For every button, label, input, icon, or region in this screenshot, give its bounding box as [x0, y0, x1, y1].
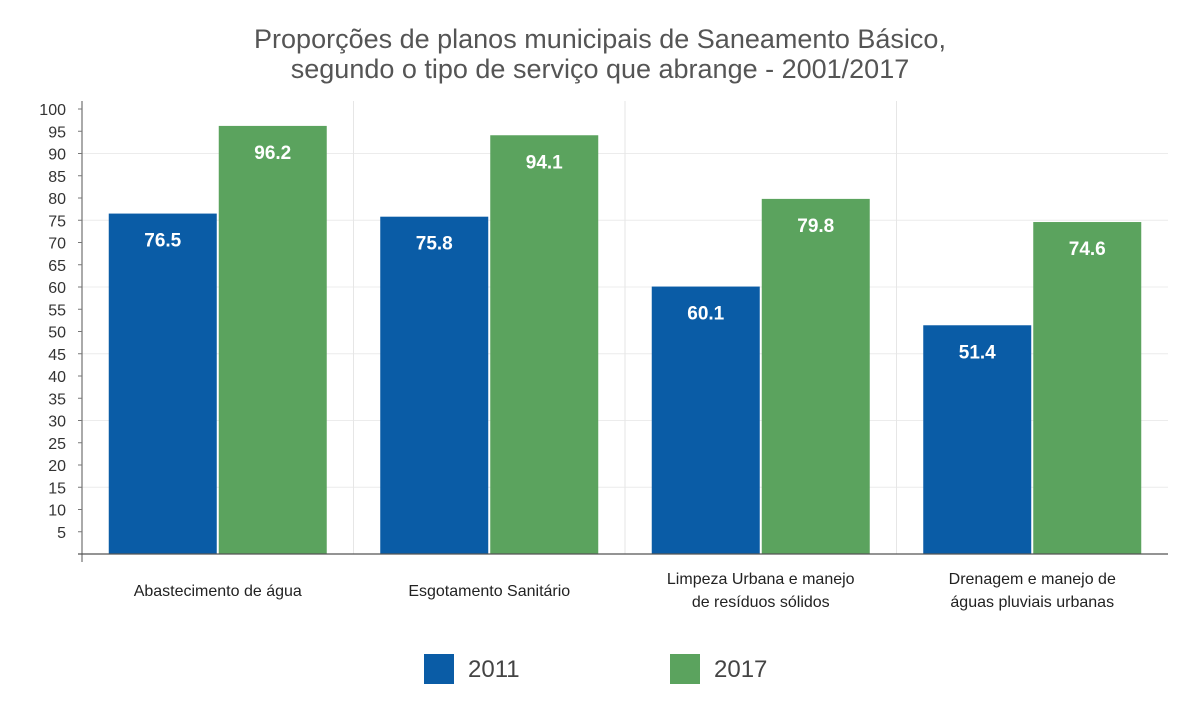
y-tick-label: 70: [48, 236, 66, 253]
bar-2017-1: [490, 135, 599, 554]
bar-2017-2: [761, 198, 870, 554]
y-tick-label: 95: [48, 124, 66, 141]
bar-2017-0: [218, 125, 327, 554]
bar-2011-1: [380, 216, 489, 554]
legend-swatch-2017: [670, 654, 700, 684]
y-tick-label: 30: [48, 414, 66, 431]
data-label: 79.8: [797, 216, 834, 237]
y-tick-label: 65: [48, 258, 66, 275]
chart-title-line-2: segundo o tipo de serviço que abrange - …: [290, 54, 910, 84]
y-tick-label: 5: [57, 525, 66, 542]
y-tick-label: 80: [48, 191, 66, 208]
y-tick-label: 10: [48, 503, 66, 520]
x-tick-label: Limpeza Urbana e manejo: [667, 571, 855, 588]
y-tick-label: 35: [48, 391, 66, 408]
chart-title-line-1: Proporções de planos municipais de Sanea…: [254, 24, 946, 54]
chart-title: Proporções de planos municipais de Sanea…: [0, 24, 1200, 84]
y-tick-label: 50: [48, 325, 66, 342]
bar-2011-3: [923, 325, 1032, 554]
x-tick-label: águas pluviais urbanas: [950, 594, 1114, 611]
x-tick-label: Esgotamento Sanitário: [408, 583, 570, 600]
legend-label-2017: 2017: [714, 656, 767, 683]
data-label: 60.1: [687, 304, 724, 325]
data-label: 51.4: [959, 342, 996, 363]
legend-label-2011: 2011: [468, 656, 520, 683]
y-tick-label: 15: [48, 480, 66, 497]
y-tick-label: 100: [39, 102, 66, 119]
y-tick-label: 55: [48, 302, 66, 319]
y-tick-label: 75: [48, 213, 66, 230]
x-tick-label: de resíduos sólidos: [692, 594, 830, 611]
data-label: 96.2: [254, 143, 291, 164]
x-tick-label: Abastecimento de água: [134, 583, 302, 600]
data-label: 94.1: [526, 152, 563, 173]
data-label: 76.5: [144, 231, 181, 252]
y-tick-label: 90: [48, 147, 66, 164]
x-tick-label: Drenagem e manejo de: [949, 571, 1116, 588]
y-tick-label: 20: [48, 458, 66, 475]
bar-2011-2: [651, 286, 760, 554]
bar-2011-0: [108, 213, 217, 554]
data-label: 74.6: [1069, 239, 1106, 260]
data-label: 75.8: [416, 234, 453, 255]
y-tick-label: 85: [48, 169, 66, 186]
y-tick-label: 25: [48, 436, 66, 453]
y-tick-label: 60: [48, 280, 66, 297]
bar-2017-3: [1033, 222, 1142, 554]
y-tick-label: 40: [48, 369, 66, 386]
y-tick-label: 45: [48, 347, 66, 364]
legend-swatch-2011: [424, 654, 454, 684]
